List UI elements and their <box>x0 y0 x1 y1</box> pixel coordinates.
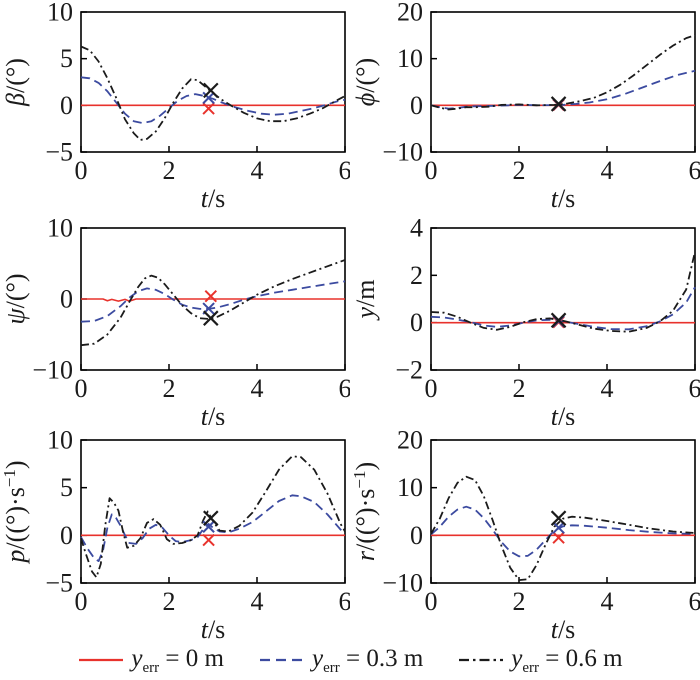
subplot-y: −2 0 2 4 0 2 4 6 y/m t/s <box>350 210 700 426</box>
legend-line-solid-icon <box>79 658 124 662</box>
svg-text:6: 6 <box>689 374 700 403</box>
svg-text:ϕ/(°): ϕ/(°) <box>351 58 380 106</box>
svg-text:β/(°): β/(°) <box>1 58 30 107</box>
svg-text:0: 0 <box>425 374 438 403</box>
svg-text:t/s: t/s <box>551 615 576 640</box>
svg-text:t/s: t/s <box>201 402 226 425</box>
svg-text:6: 6 <box>339 587 351 616</box>
svg-text:t/s: t/s <box>551 402 576 425</box>
legend-item-yerr-0: yerr = 0 m <box>77 645 224 676</box>
svg-text:20: 20 <box>397 426 423 455</box>
svg-text:0: 0 <box>75 156 88 185</box>
subplot-beta: −5 0 5 10 0 2 4 6 β/(°) t/s <box>0 0 350 210</box>
svg-text:4: 4 <box>601 374 614 403</box>
svg-text:0: 0 <box>60 285 73 314</box>
svg-text:4: 4 <box>410 214 423 243</box>
legend-item-yerr-06: yerr = 0.6 m <box>457 644 623 676</box>
subplot-r: −10 0 10 20 0 2 4 6 r/((°)·s−1) t/s <box>350 425 700 641</box>
svg-text:20: 20 <box>397 0 423 27</box>
svg-text:4: 4 <box>251 587 264 616</box>
svg-text:t/s: t/s <box>201 615 226 640</box>
svg-text:6: 6 <box>689 156 700 185</box>
svg-text:p/((°)·s−1): p/((°)·s−1) <box>0 460 30 564</box>
svg-text:4: 4 <box>251 374 264 403</box>
svg-text:−10: −10 <box>382 138 423 167</box>
svg-text:2: 2 <box>163 156 176 185</box>
legend-label: yerr = 0 m <box>131 644 224 676</box>
svg-text:0: 0 <box>425 587 438 616</box>
svg-text:0: 0 <box>410 521 423 550</box>
legend: yerr = 0 m yerr = 0.3 m yerr = 0.6 m <box>0 640 700 680</box>
svg-text:r/((°)·s−1): r/((°)·s−1) <box>350 462 380 561</box>
svg-text:4: 4 <box>601 156 614 185</box>
svg-text:0: 0 <box>410 308 423 337</box>
svg-text:t/s: t/s <box>551 184 576 210</box>
svg-text:5: 5 <box>60 44 73 73</box>
svg-text:2: 2 <box>163 587 176 616</box>
svg-text:2: 2 <box>410 261 423 290</box>
svg-text:2: 2 <box>513 374 526 403</box>
svg-text:0: 0 <box>410 91 423 120</box>
svg-text:−10: −10 <box>32 356 73 385</box>
svg-text:6: 6 <box>339 374 351 403</box>
svg-text:2: 2 <box>513 587 526 616</box>
svg-text:0: 0 <box>75 374 88 403</box>
svg-text:6: 6 <box>339 156 351 185</box>
svg-text:10: 10 <box>47 0 73 27</box>
svg-text:ψ/(°): ψ/(°) <box>1 273 30 324</box>
svg-text:−2: −2 <box>395 356 423 385</box>
svg-text:0: 0 <box>60 521 73 550</box>
svg-text:−5: −5 <box>45 569 73 598</box>
legend-line-dashed-icon <box>259 658 304 662</box>
svg-text:−5: −5 <box>45 138 73 167</box>
subplot-psi: −10 0 10 0 2 4 6 ψ/(°) t/s <box>0 210 351 426</box>
svg-text:0: 0 <box>60 91 73 120</box>
svg-text:−10: −10 <box>382 569 423 598</box>
svg-text:10: 10 <box>397 473 423 502</box>
svg-text:10: 10 <box>397 44 423 73</box>
svg-text:6: 6 <box>689 587 700 616</box>
svg-text:0: 0 <box>75 587 88 616</box>
svg-text:2: 2 <box>163 374 176 403</box>
svg-text:10: 10 <box>47 214 73 243</box>
svg-text:t/s: t/s <box>201 184 226 210</box>
svg-text:0: 0 <box>425 156 438 185</box>
svg-text:10: 10 <box>47 426 73 455</box>
svg-text:4: 4 <box>251 156 264 185</box>
legend-line-dashdot-icon <box>459 658 504 662</box>
legend-label: yerr = 0.6 m <box>511 644 623 676</box>
svg-text:4: 4 <box>601 587 614 616</box>
svg-text:y/m: y/m <box>351 280 380 322</box>
legend-item-yerr-03: yerr = 0.3 m <box>258 645 423 676</box>
svg-text:5: 5 <box>60 473 73 502</box>
svg-text:2: 2 <box>513 156 526 185</box>
subplot-phi: −10 0 10 20 0 2 4 6 ϕ/(°) t/s <box>350 0 700 210</box>
subplot-grid: −5 0 5 10 0 2 4 6 β/(°) t/s −10 0 10 20 0 2 4 6 ϕ/(°) t/s … <box>0 0 700 640</box>
legend-label: yerr = 0.3 m <box>311 644 424 676</box>
subplot-p: −5 0 5 10 0 2 4 6 p/((°)·s−1) t/s <box>0 425 351 641</box>
